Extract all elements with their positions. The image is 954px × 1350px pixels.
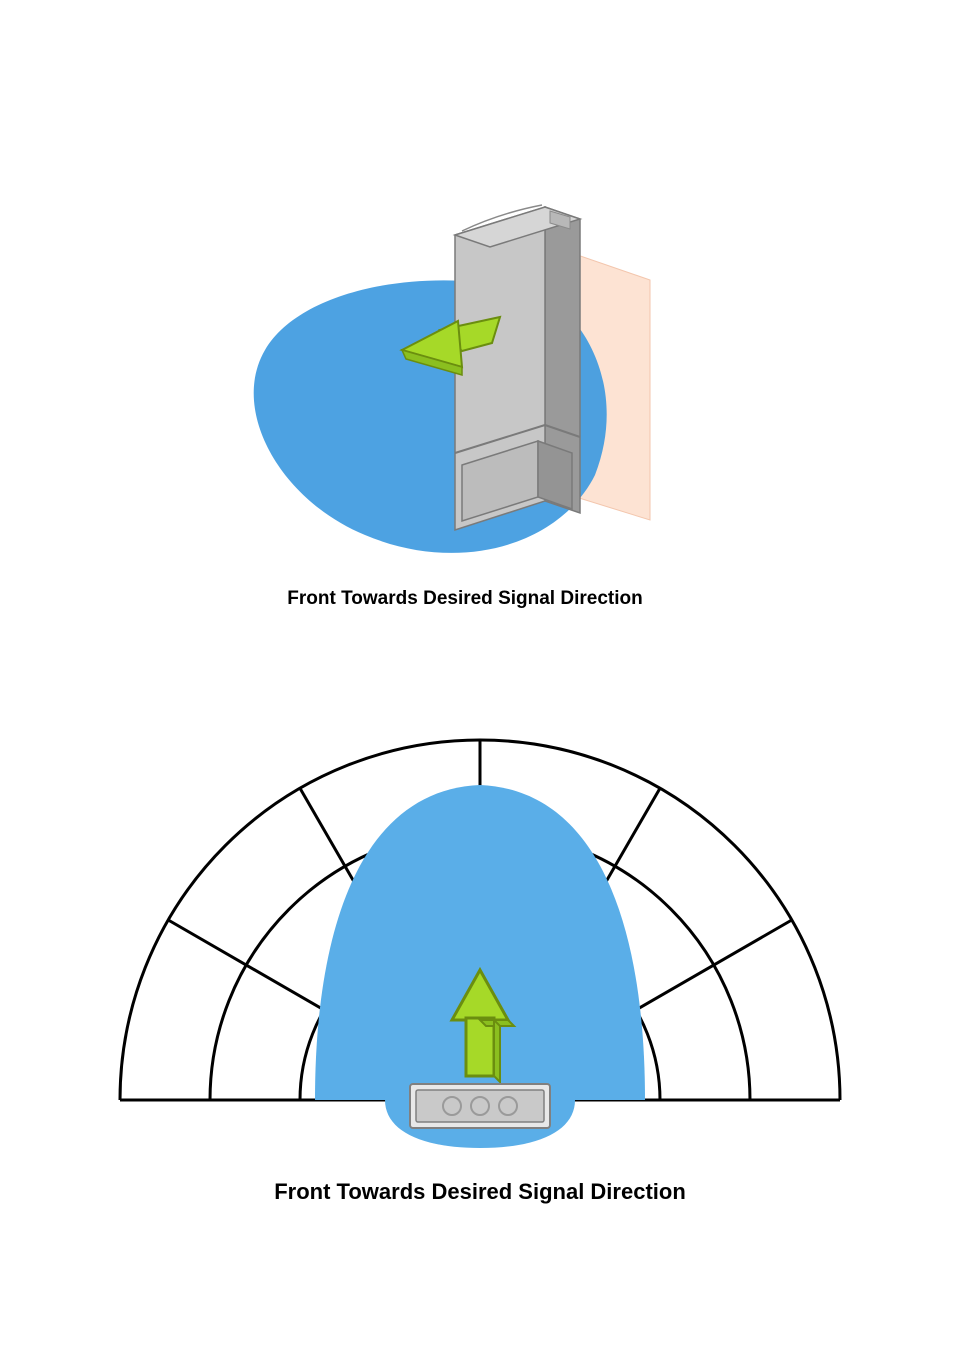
page: Front Towards Desired Signal Direction xyxy=(0,0,954,1350)
device-3d xyxy=(455,205,580,530)
figure-top-svg xyxy=(230,175,700,575)
figure-bottom-svg xyxy=(100,730,860,1160)
device-2d xyxy=(410,1084,550,1128)
figure-top-caption: Front Towards Desired Signal Direction xyxy=(230,588,700,610)
figure-bottom-caption: Front Towards Desired Signal Direction xyxy=(100,1179,860,1205)
figure-bottom: Front Towards Desired Signal Direction xyxy=(100,730,860,1205)
figure-top: Front Towards Desired Signal Direction xyxy=(230,175,700,610)
